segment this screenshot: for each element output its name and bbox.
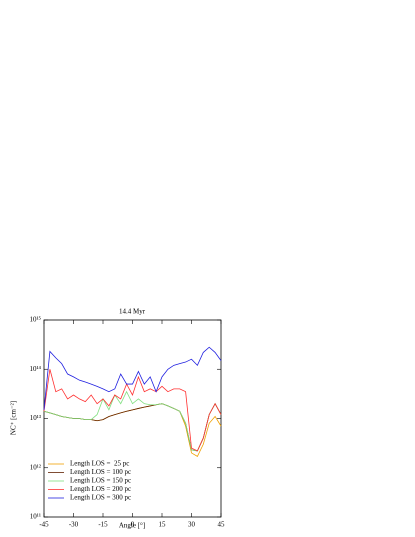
x-axis-label: Angle [°]	[119, 522, 145, 530]
x-tick-label: -45	[39, 521, 49, 529]
legend-label: Length LOS = 300 pc	[70, 494, 131, 502]
y-tick-label: 10¹²	[30, 463, 41, 471]
x-tick-label: 45	[218, 521, 226, 529]
y-axis-label: NC⁺ [cm⁻²]	[10, 401, 18, 435]
legend-label: Length LOS = 25 pc	[70, 460, 129, 468]
legend-label: Length LOS = 200 pc	[70, 485, 131, 493]
series-line	[43, 402, 222, 452]
chart-title: 14.4 Myr	[119, 308, 146, 316]
legend-label: Length LOS = 100 pc	[70, 468, 131, 476]
x-tick-label: 15	[159, 521, 167, 529]
series-line	[43, 346, 222, 410]
x-tick-label: -15	[98, 521, 108, 529]
series-line	[43, 369, 222, 452]
series-line	[43, 390, 222, 452]
x-tick-label: 30	[188, 521, 196, 529]
y-tick-label: 10¹³	[30, 414, 41, 422]
x-tick-label: 0	[131, 521, 135, 529]
series-line	[43, 403, 222, 457]
y-tick-label: 10¹¹	[30, 513, 41, 521]
y-tick-label: 10¹⁵	[29, 316, 41, 324]
x-tick-label: -30	[69, 521, 79, 529]
y-tick-label: 10¹⁴	[29, 365, 41, 373]
legend-label: Length LOS = 150 pc	[70, 477, 131, 485]
